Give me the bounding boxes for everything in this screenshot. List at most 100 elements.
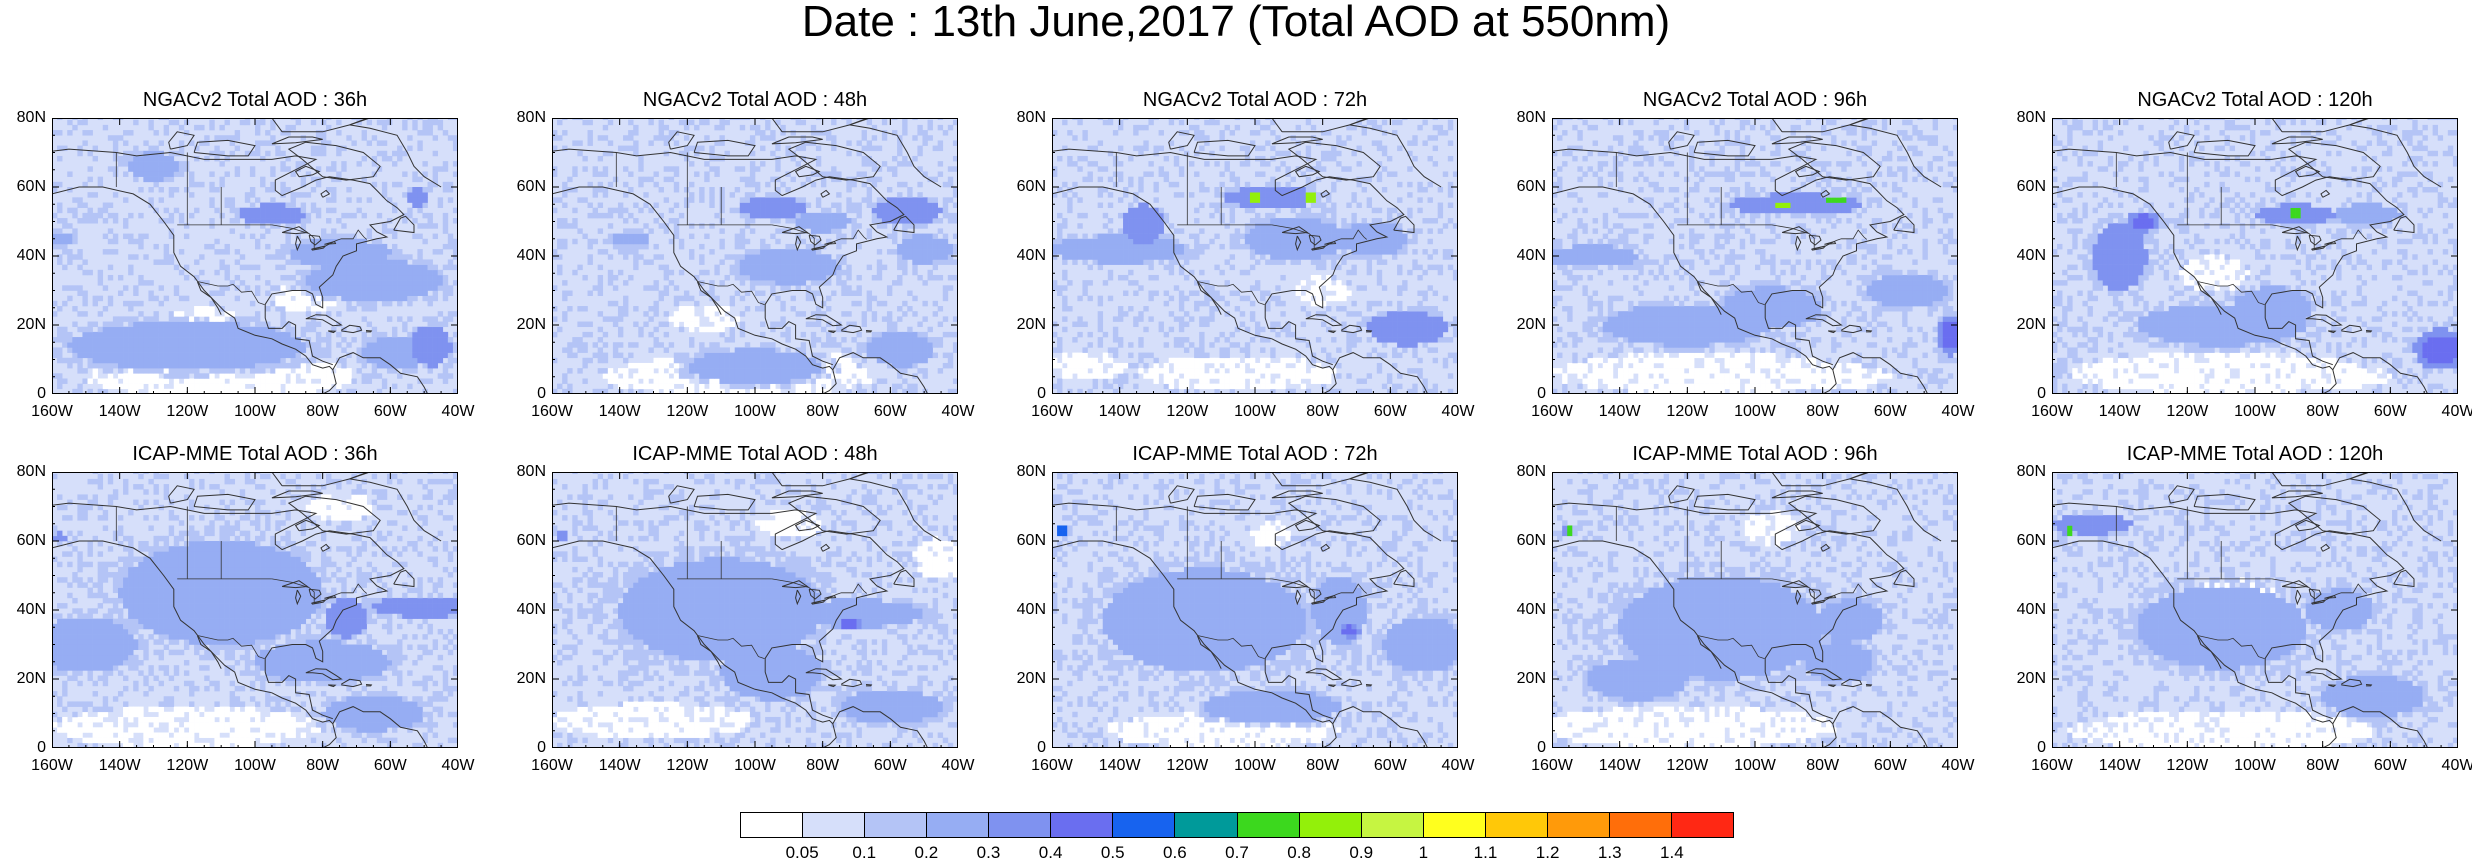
latitude-tick-label: 0: [2037, 386, 2046, 402]
longitude-tick-label: 60W: [874, 758, 907, 774]
map-panel-icap-mme-48h: ICAP-MME Total AOD : 48h 80N 60N 40N 20N 0 160…: [500, 444, 975, 794]
aod-map: [552, 118, 958, 394]
latitude-tick-label: 60N: [517, 533, 546, 549]
longitude-tick-label: 160W: [31, 758, 73, 774]
country-borders: [1115, 506, 1367, 659]
colorbar-swatch: [803, 813, 866, 837]
longitude-tick-label: 100W: [2234, 404, 2276, 420]
longitude-tick-label: 80W: [806, 404, 839, 420]
longitude-labels: 160W 140W 120W 100W 80W 60W 40W: [1031, 758, 1474, 778]
latitude-tick-label: 40N: [1017, 602, 1046, 618]
map-frame: [1052, 472, 1458, 748]
colorbar-level-label: 0.2: [915, 844, 939, 862]
latitude-labels: 80N 60N 40N 20N 0: [500, 110, 546, 402]
aod-map: [52, 118, 458, 394]
latitude-tick-label: 40N: [517, 602, 546, 618]
country-borders: [2115, 506, 2367, 659]
country-borders: [1115, 152, 1367, 305]
longitude-tick-label: 100W: [2234, 758, 2276, 774]
map-frame-border: [2052, 472, 2458, 748]
longitude-tick-label: 80W: [1806, 758, 1839, 774]
aod-map: [52, 472, 458, 748]
colorbar-swatch: [865, 813, 928, 837]
latitude-tick-label: 40N: [17, 602, 46, 618]
panel-title: NGACv2 Total AOD : 120h: [2052, 90, 2458, 110]
longitude-labels: 160W 140W 120W 100W 80W 60W 40W: [31, 404, 474, 424]
latitude-tick-label: 80N: [1017, 110, 1046, 126]
aod-field: [552, 472, 958, 748]
latitude-labels: 80N 60N 40N 20N 0: [1000, 110, 1046, 402]
colorbar-level-label: 1.3: [1598, 844, 1622, 862]
longitude-tick-label: 60W: [1874, 404, 1907, 420]
map-panel-icap-mme-36h: ICAP-MME Total AOD : 36h 80N 60N 40N 20N 0 160…: [0, 444, 475, 794]
longitude-tick-label: 100W: [1234, 404, 1276, 420]
country-borders: [615, 152, 867, 305]
longitude-tick-label: 100W: [1234, 758, 1276, 774]
coastlines: [1052, 118, 1442, 394]
longitude-labels: 160W 140W 120W 100W 80W 60W 40W: [31, 758, 474, 778]
latitude-labels: 80N 60N 40N 20N 0: [0, 464, 46, 756]
map-panel-ngacv2-48h: NGACv2 Total AOD : 48h 80N 60N 40N 20N 0 160W 1…: [500, 90, 975, 440]
country-borders: [1615, 506, 1867, 659]
latitude-tick-label: 60N: [1517, 533, 1546, 549]
aod-map: [1552, 118, 1958, 394]
longitude-tick-label: 60W: [1374, 404, 1407, 420]
axis-ticks: [1052, 118, 1458, 394]
aod-field: [52, 118, 458, 394]
longitude-tick-label: 40W: [2442, 758, 2472, 774]
latitude-tick-label: 60N: [517, 179, 546, 195]
coastlines: [1552, 472, 1942, 748]
latitude-labels: 80N 60N 40N 20N 0: [1500, 110, 1546, 402]
longitude-tick-label: 60W: [1874, 758, 1907, 774]
longitude-labels: 160W 140W 120W 100W 80W 60W 40W: [2031, 758, 2472, 778]
latitude-tick-label: 80N: [1517, 464, 1546, 480]
colorbar-swatch: [1299, 813, 1362, 837]
colorbar-swatch: [1237, 813, 1300, 837]
latitude-labels: 80N 60N 40N 20N 0: [0, 110, 46, 402]
longitude-tick-label: 80W: [1306, 404, 1339, 420]
colorbar-swatch: [741, 813, 804, 837]
longitude-tick-label: 40W: [442, 404, 475, 420]
longitude-tick-label: 160W: [1531, 758, 1573, 774]
aod-map: [2052, 472, 2458, 748]
longitude-tick-label: 140W: [1099, 404, 1141, 420]
longitude-tick-label: 120W: [1666, 404, 1708, 420]
longitude-tick-label: 40W: [942, 404, 975, 420]
aod-field: [52, 472, 458, 748]
map-panel-ngacv2-36h: NGACv2 Total AOD : 36h 80N 60N 40N 20N 0 160W 1…: [0, 90, 475, 440]
latitude-tick-label: 0: [537, 386, 546, 402]
colorbar-level-label: 0.7: [1225, 844, 1249, 862]
panel-title: ICAP-MME Total AOD : 120h: [2052, 444, 2458, 464]
longitude-tick-label: 140W: [599, 758, 641, 774]
latitude-tick-label: 20N: [17, 317, 46, 333]
latitude-tick-label: 60N: [1017, 179, 1046, 195]
latitude-tick-label: 40N: [517, 248, 546, 264]
longitude-tick-label: 160W: [2031, 404, 2073, 420]
colorbar-swatch: [1113, 813, 1176, 837]
map-frame-border: [2052, 118, 2458, 394]
aod-field: [2052, 472, 2458, 748]
latitude-tick-label: 20N: [2017, 671, 2046, 687]
longitude-tick-label: 120W: [2166, 758, 2208, 774]
longitude-tick-label: 40W: [942, 758, 975, 774]
longitude-tick-label: 40W: [442, 758, 475, 774]
coastlines: [52, 118, 442, 394]
coastlines: [1052, 472, 1442, 748]
latitude-tick-label: 40N: [1517, 248, 1546, 264]
aod-field: [1052, 118, 1458, 394]
longitude-tick-label: 60W: [874, 404, 907, 420]
coastlines: [2052, 118, 2442, 394]
longitude-tick-label: 40W: [2442, 404, 2472, 420]
latitude-tick-label: 0: [1537, 386, 1546, 402]
longitude-tick-label: 120W: [1166, 404, 1208, 420]
latitude-tick-label: 20N: [517, 317, 546, 333]
panel-title: ICAP-MME Total AOD : 96h: [1552, 444, 1958, 464]
latitude-tick-label: 80N: [517, 464, 546, 480]
colorbar-level-label: 0.3: [977, 844, 1001, 862]
colorbar-level-label: 1.4: [1660, 844, 1684, 862]
latitude-tick-label: 60N: [1017, 533, 1046, 549]
longitude-tick-label: 160W: [1031, 404, 1073, 420]
latitude-tick-label: 0: [37, 386, 46, 402]
colorbar-level-label: 0.4: [1039, 844, 1063, 862]
latitude-tick-label: 60N: [2017, 179, 2046, 195]
